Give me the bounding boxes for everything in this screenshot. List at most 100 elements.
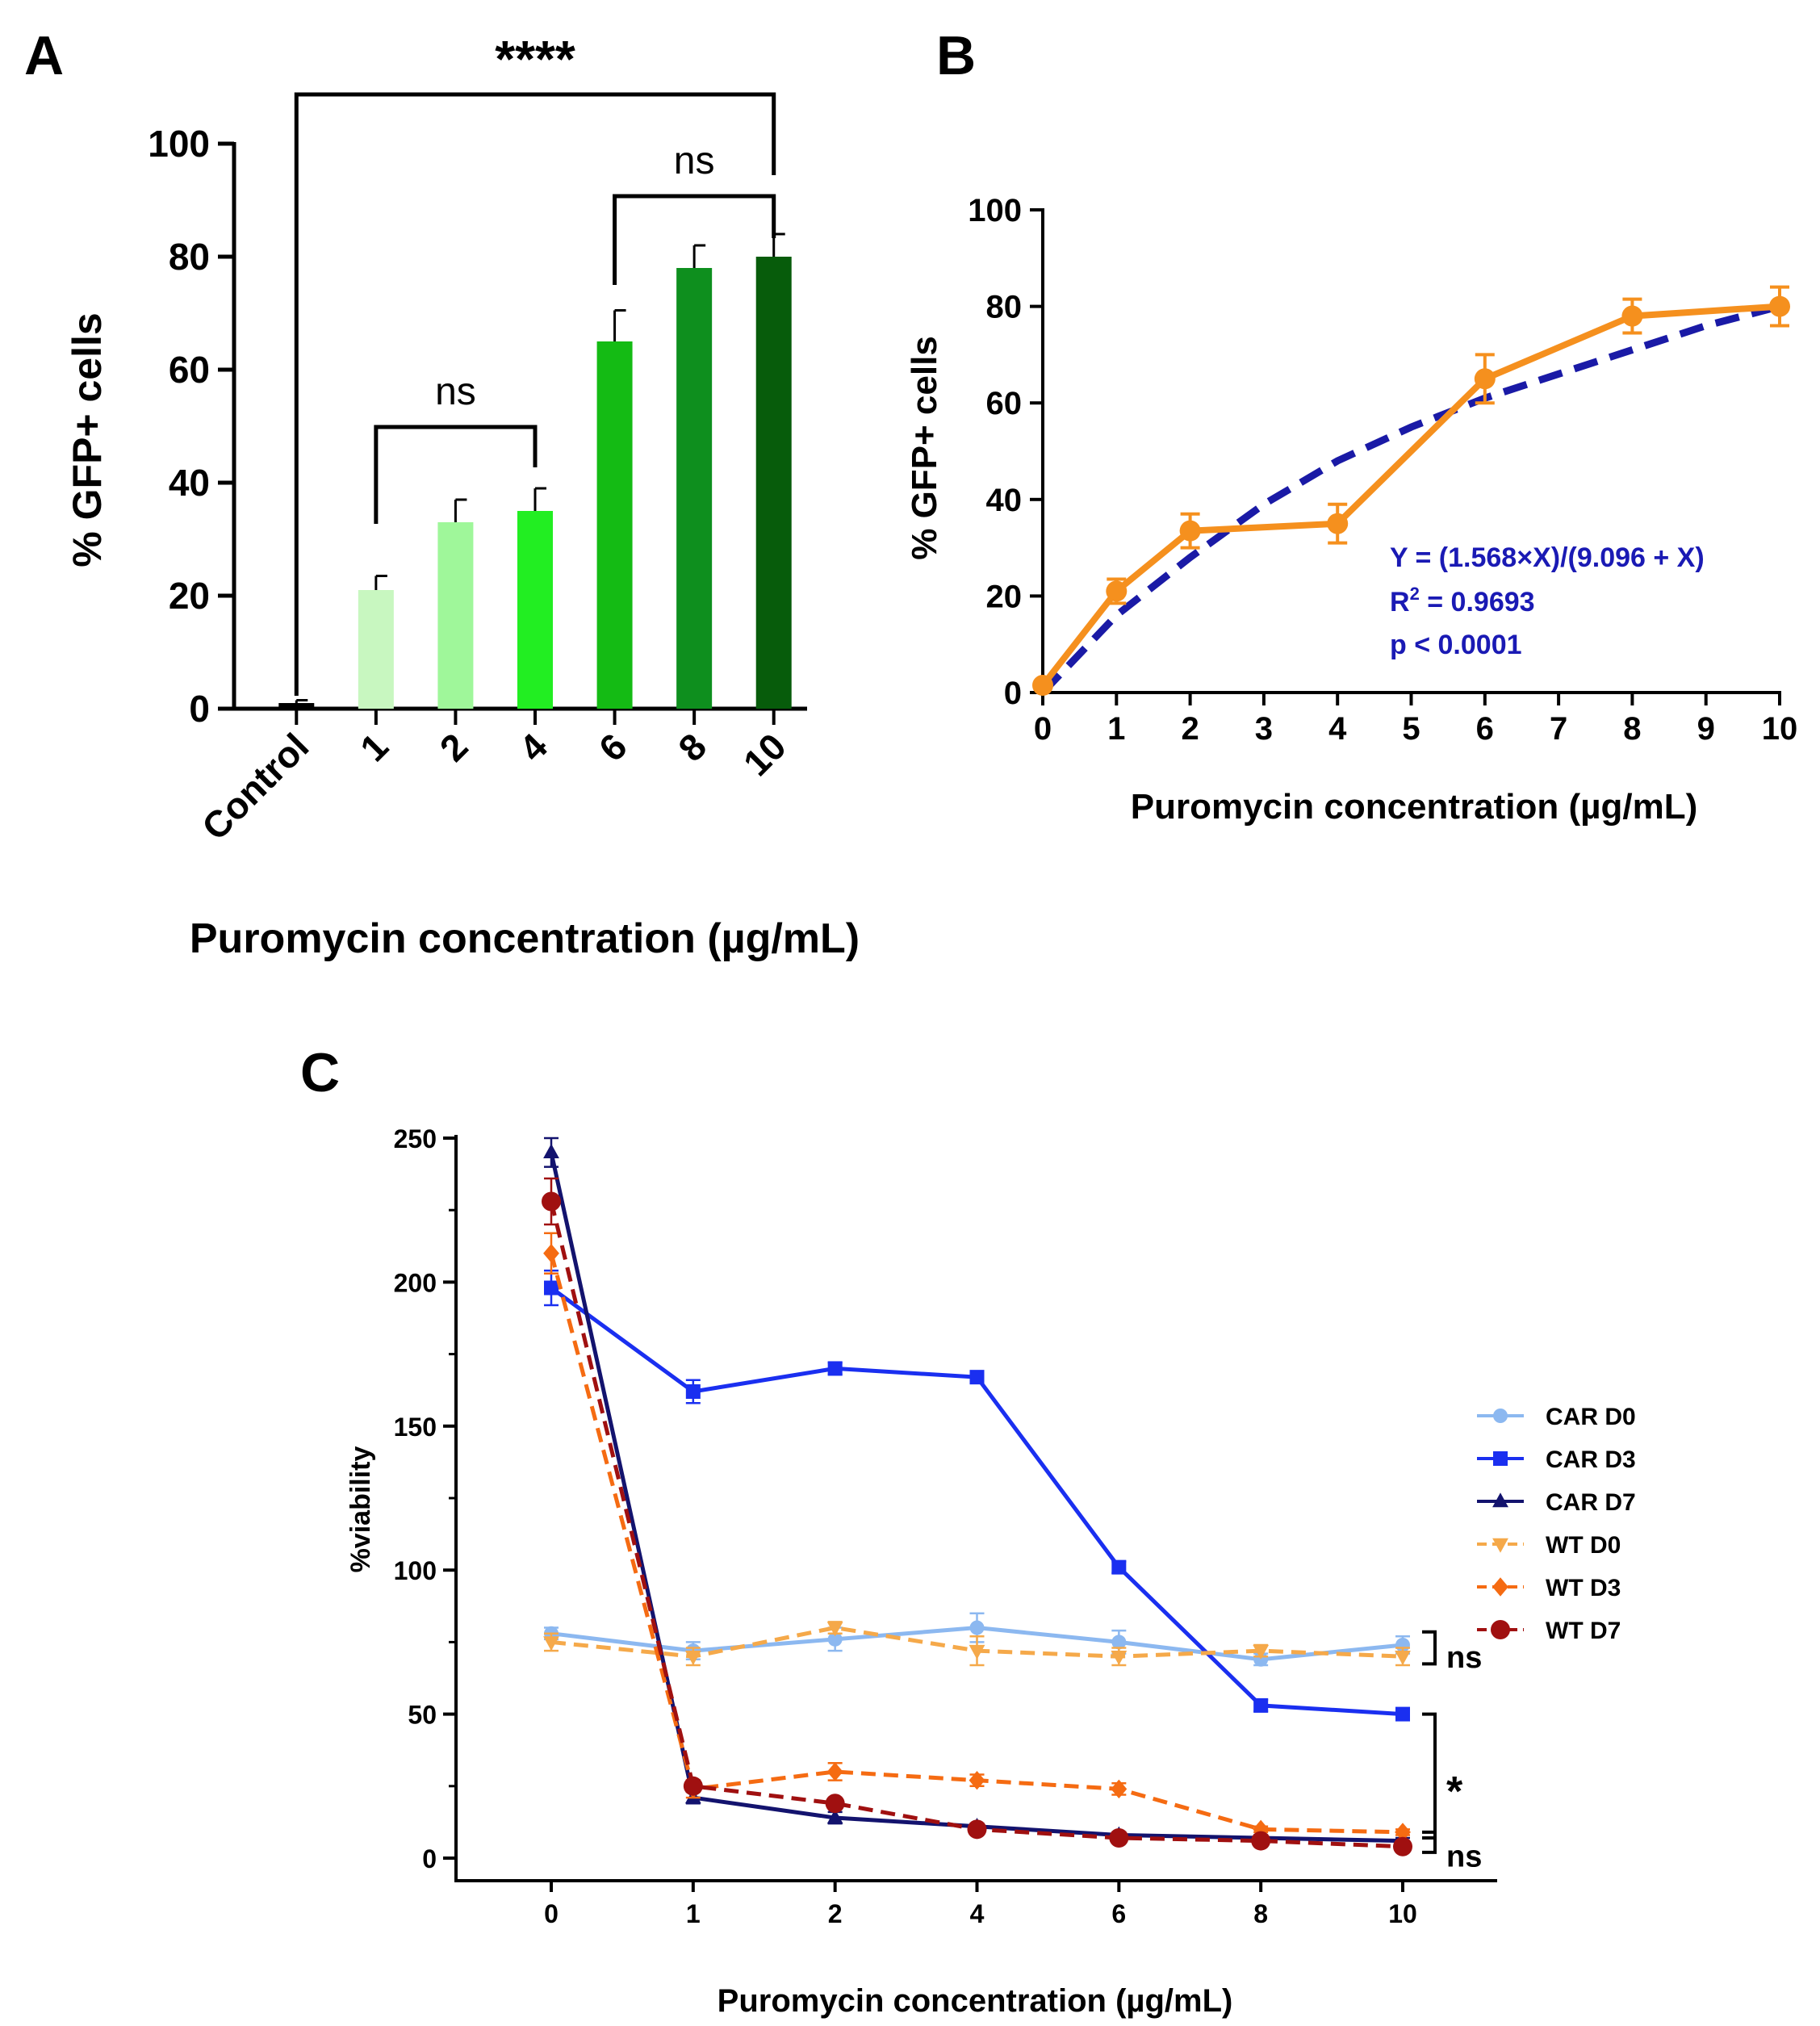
panel-c-xtick-label: 4 <box>970 1899 985 1928</box>
panel-a-ytick-label: 20 <box>169 575 210 617</box>
panel-c-ytick-label: 100 <box>394 1556 437 1585</box>
legend-marker <box>1492 1538 1508 1553</box>
panel-b-ytick-label: 0 <box>1004 676 1022 711</box>
panel-b-fit-pvalue: p < 0.0001 <box>1390 630 1522 660</box>
panel-a-ytick-label: 0 <box>189 688 210 730</box>
panel-b-line-chart: % GFP+ cells Puromycin concentration (µg… <box>905 193 1797 827</box>
data-point <box>1253 1697 1269 1713</box>
bar-4 <box>517 511 553 709</box>
panel-b-xtick-label: 8 <box>1623 711 1641 747</box>
data-point <box>1474 368 1496 390</box>
significance-bracket <box>613 194 776 285</box>
panel-b-xtick-label: 10 <box>1762 711 1798 747</box>
bar-1 <box>358 590 394 709</box>
data-point <box>684 1651 701 1666</box>
panel-b-ylabel: % GFP+ cells <box>905 336 944 560</box>
data-point <box>1251 1831 1271 1851</box>
panel-c-xtick-label: 6 <box>1111 1899 1126 1928</box>
data-point <box>969 1620 985 1635</box>
bar-2 <box>437 522 474 709</box>
legend-label: CAR D3 <box>1546 1446 1636 1473</box>
series-line-observed <box>1040 303 1780 688</box>
panel-a-ytick-label: 60 <box>169 349 210 391</box>
bar-Control <box>278 703 315 709</box>
panel-a-ytick-label: 80 <box>169 236 210 278</box>
panel-b-xtick-label: 2 <box>1181 711 1199 747</box>
data-point <box>1179 520 1201 542</box>
data-point <box>969 1644 985 1660</box>
panel-c-xtick-label: 2 <box>828 1899 843 1928</box>
legend-marker <box>1492 1492 1508 1508</box>
data-point <box>1032 675 1053 697</box>
data-point <box>827 1361 843 1376</box>
panel-b-ytick-label: 40 <box>986 483 1023 518</box>
data-point <box>1395 1823 1411 1842</box>
legend-marker <box>1493 1451 1508 1466</box>
significance-bracket <box>1422 1712 1437 1840</box>
panel-c-ytick-label: 200 <box>394 1268 437 1297</box>
legend-marker <box>1491 1620 1510 1639</box>
legend-label: CAR D7 <box>1546 1489 1636 1516</box>
significance-label: ns <box>1446 1840 1482 1873</box>
legend: CAR D0 CAR D3 CAR D7 WT D0 WT D3 WT D7 <box>1477 1404 1636 1644</box>
panel-c-line-chart: %viability Puromycin concentration (µg/m… <box>345 1124 1636 2019</box>
panel-b-ytick-label: 60 <box>986 386 1023 421</box>
significance-bracket <box>374 425 538 524</box>
panel-c-ytick-label: 0 <box>422 1844 437 1873</box>
data-point <box>543 1636 559 1651</box>
panel-c-xtick-label: 8 <box>1253 1899 1268 1928</box>
panel-a-bar-chart: % GFP+ cells Puromycin concentration (µg… <box>65 30 860 962</box>
panel-a-ytick-label: 100 <box>148 123 210 165</box>
data-point <box>543 1144 559 1159</box>
fit-curve <box>1040 303 1781 696</box>
data-point <box>967 1819 987 1840</box>
data-point <box>1109 1828 1129 1848</box>
panel-b-xlabel: Puromycin concentration (µg/mL) <box>1131 787 1698 827</box>
data-point <box>826 1809 843 1824</box>
panel-b-fit-equation: Y = (1.568×X)/(9.096 + X) <box>1390 542 1705 573</box>
legend-marker <box>1492 1577 1508 1597</box>
data-point <box>1621 305 1643 327</box>
data-point <box>685 1383 701 1399</box>
series-wt-d3 <box>543 1232 1411 1842</box>
panel-b-xtick-label: 4 <box>1328 711 1347 747</box>
data-point <box>544 1280 559 1296</box>
legend-label: WT D7 <box>1546 1618 1621 1644</box>
series-line <box>549 1200 1404 1849</box>
panel-b-xtick-label: 7 <box>1550 711 1567 747</box>
data-point <box>542 1191 561 1212</box>
data-point <box>1327 513 1349 534</box>
panel-b-xtick-label: 3 <box>1255 711 1273 747</box>
significance-bracket <box>1422 1630 1437 1666</box>
data-point <box>826 1762 843 1781</box>
panel-b-ytick-label: 100 <box>968 193 1022 228</box>
significance-label: **** <box>495 30 575 88</box>
significance-label: ns <box>1446 1641 1482 1675</box>
data-point <box>1393 1836 1412 1856</box>
significance-label: * <box>1446 1769 1463 1815</box>
panel-a-xtick-label: 4 <box>511 725 555 769</box>
panel-a-xtick-label: 1 <box>352 725 396 769</box>
data-point <box>827 1631 843 1647</box>
data-point <box>1111 1651 1128 1666</box>
series-car-d7 <box>543 1136 1411 1847</box>
legend-label: CAR D0 <box>1546 1404 1636 1430</box>
panel-c-xtick-label: 10 <box>1388 1899 1417 1928</box>
series-wt-d0 <box>543 1621 1411 1667</box>
panel-b-ytick-label: 80 <box>986 290 1023 325</box>
series-line <box>549 1253 1404 1835</box>
data-point <box>1395 1706 1410 1722</box>
panel-b-ytick-label: 20 <box>986 579 1023 614</box>
panel-b-xtick-label: 9 <box>1697 711 1715 747</box>
panel-label-c: C <box>300 1042 340 1103</box>
panel-a-xtick-label: Control <box>194 725 316 848</box>
data-point <box>683 1776 703 1796</box>
data-point <box>969 1770 985 1790</box>
panel-c-xlabel: Puromycin concentration (µg/mL) <box>718 1983 1233 2019</box>
data-point <box>826 1622 843 1637</box>
data-point <box>1769 295 1790 317</box>
panel-b-xtick-label: 0 <box>1034 711 1052 747</box>
panel-b-xtick-label: 1 <box>1107 711 1125 747</box>
panel-a-xtick-label: 6 <box>591 725 635 769</box>
